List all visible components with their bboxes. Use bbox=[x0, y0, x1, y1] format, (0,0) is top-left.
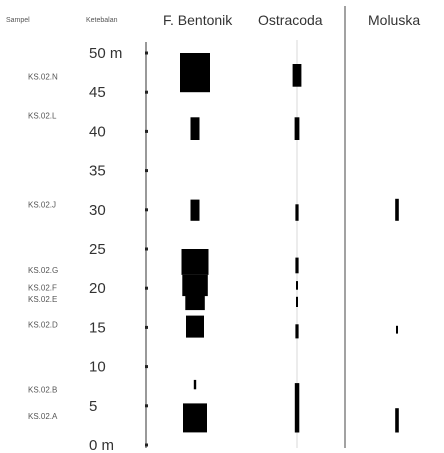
bar-f-bentonik bbox=[190, 117, 200, 140]
depth-tick-label: 30 bbox=[89, 202, 106, 219]
header-sample: Sampel bbox=[6, 17, 30, 24]
depth-tick-mark bbox=[145, 365, 148, 369]
depth-tick-label: 25 bbox=[89, 241, 106, 258]
sample-label: KS.02.J bbox=[28, 200, 56, 209]
depth-tick-mark bbox=[145, 404, 148, 408]
bar-moluska bbox=[395, 408, 399, 433]
header-ostracoda: Ostracoda bbox=[258, 12, 323, 28]
bar-moluska bbox=[396, 325, 398, 334]
depth-tick-label: 20 bbox=[89, 280, 106, 297]
depth-tick-label: 45 bbox=[89, 84, 106, 101]
bar-f-bentonik bbox=[183, 403, 207, 433]
bar-f-bentonik bbox=[193, 379, 197, 390]
sample-label: KS.02.B bbox=[28, 385, 57, 394]
bar-ostracoda bbox=[295, 257, 299, 274]
header-moluska: Moluska bbox=[368, 12, 420, 28]
header-depth: Ketebalan bbox=[86, 17, 118, 24]
bar-ostracoda bbox=[294, 383, 300, 433]
bar-f-bentonik bbox=[190, 199, 200, 221]
depth-tick-label: 35 bbox=[89, 163, 106, 180]
bar-ostracoda bbox=[296, 281, 298, 290]
depth-tick-mark bbox=[145, 286, 148, 290]
depth-tick-mark bbox=[145, 51, 148, 55]
bar-f-bentonik bbox=[186, 315, 204, 338]
abundance-bars bbox=[180, 53, 399, 433]
depth-tick-label: 10 bbox=[89, 359, 106, 376]
sample-labels: KS.02.N KS.02.L KS.02.J KS.02.G KS.02.F KS.02… bbox=[28, 73, 58, 421]
depth-tick-mark bbox=[145, 443, 148, 447]
bar-ostracoda bbox=[296, 296, 298, 307]
bar-f-bentonik bbox=[185, 296, 205, 311]
depth-tick-mark bbox=[145, 208, 148, 212]
sample-label: KS.02.F bbox=[28, 283, 57, 292]
depth-tick-mark bbox=[145, 129, 148, 133]
depth-tick-mark bbox=[145, 90, 148, 94]
bar-moluska bbox=[395, 198, 399, 221]
sample-label: KS.02.D bbox=[28, 320, 58, 329]
header-bentonik: F. Bentonik bbox=[163, 12, 233, 28]
bar-f-bentonik bbox=[180, 53, 210, 93]
depth-tick-label: 5 bbox=[89, 398, 97, 415]
bar-ostracoda bbox=[295, 324, 299, 339]
depth-tick-label: 50 m bbox=[89, 45, 122, 62]
bar-ostracoda bbox=[292, 64, 302, 87]
depth-tick-label: 40 bbox=[89, 123, 106, 140]
sample-label: KS.02.L bbox=[28, 112, 57, 121]
depth-tick-mark bbox=[145, 169, 148, 173]
depth-tick-label: 0 m bbox=[89, 437, 114, 453]
bar-f-bentonik bbox=[182, 274, 208, 297]
sample-label: KS.02.E bbox=[28, 295, 57, 304]
sample-label: KS.02.G bbox=[28, 266, 58, 275]
depth-tick-mark bbox=[145, 247, 148, 251]
depth-tick-mark bbox=[145, 325, 148, 329]
bar-f-bentonik bbox=[181, 249, 209, 275]
sample-label: KS.02.N bbox=[28, 73, 58, 82]
bar-ostracoda bbox=[295, 204, 299, 221]
sample-label: KS.02.A bbox=[28, 412, 58, 421]
bar-ostracoda bbox=[294, 117, 300, 140]
depth-tick-label: 15 bbox=[89, 319, 106, 336]
